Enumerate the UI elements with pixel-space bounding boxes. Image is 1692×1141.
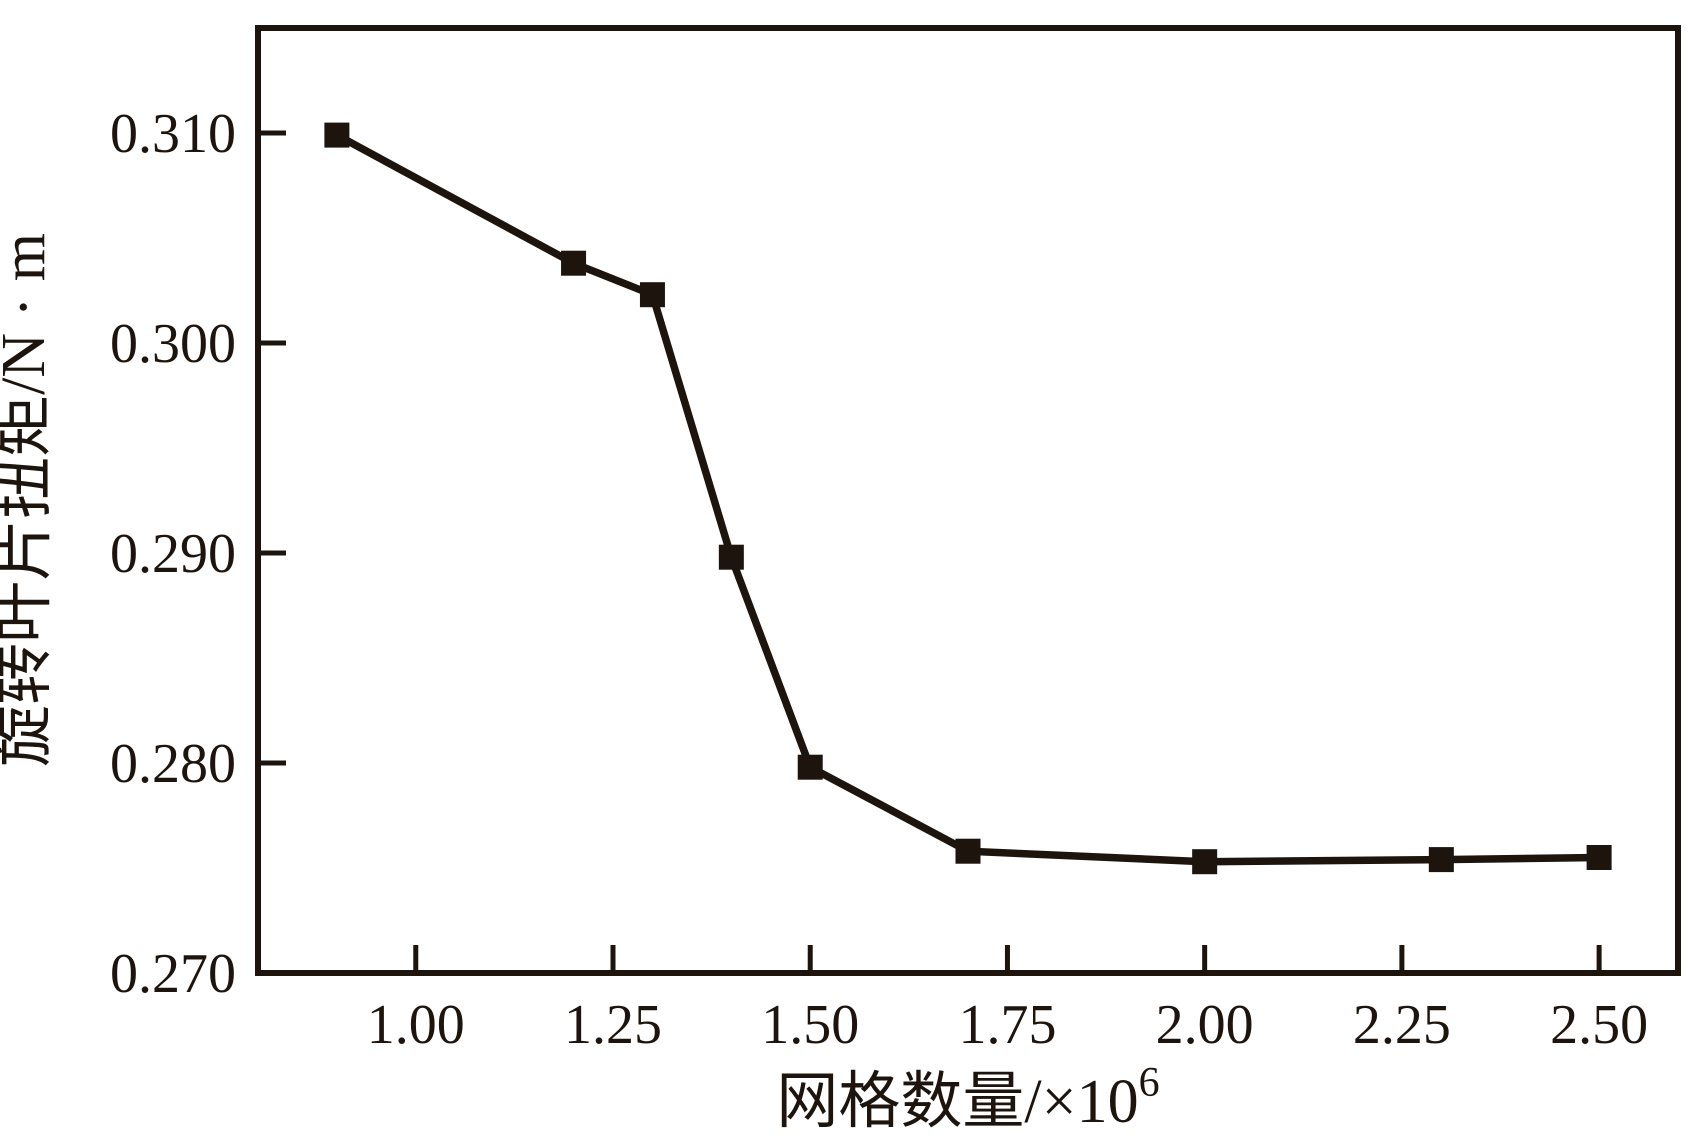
- x-tick-label: 1.75: [958, 994, 1056, 1056]
- data-point-marker: [639, 282, 665, 308]
- x-axis-title-superscript: 6: [1139, 1060, 1160, 1106]
- x-tick-label: 1.00: [367, 994, 465, 1056]
- plot-frame: [255, 25, 1681, 976]
- data-point-marker: [1192, 849, 1218, 875]
- data-point-marker: [1586, 845, 1612, 870]
- data-line: [335, 131, 1600, 866]
- y-tick-label: 0.270: [110, 943, 236, 1005]
- data-point-marker: [324, 122, 350, 148]
- data-point-marker: [955, 838, 981, 864]
- y-tick-label: 0.300: [110, 313, 236, 375]
- x-tick-label: 2.25: [1353, 994, 1451, 1056]
- y-tick-label: 0.280: [110, 733, 236, 795]
- y-tick-label: 0.290: [110, 523, 236, 585]
- data-point-marker: [1428, 847, 1454, 873]
- x-tick-label: 2.00: [1156, 994, 1254, 1056]
- data-point-marker: [561, 250, 587, 276]
- y-axis-title: 旋转叶片扭矩/N · m: [0, 233, 58, 767]
- x-axis-title-text: 网格数量/×10: [776, 1068, 1138, 1136]
- y-axis-title-text: 旋转叶片扭矩/N · m: [0, 233, 58, 767]
- y-tick-label: 0.310: [110, 103, 236, 165]
- x-axis-title: 网格数量/×106: [776, 1060, 1159, 1136]
- x-tick-label: 1.25: [564, 994, 662, 1056]
- x-tick-label: 1.50: [761, 994, 859, 1056]
- x-tick-label: 2.50: [1550, 994, 1648, 1056]
- data-point-marker: [718, 544, 744, 570]
- data-point-marker: [797, 754, 823, 780]
- plot-layer: 1.00 1.25 1.50 1.75 2.00 2.25 2.50 0.270 0.280 0.…: [110, 25, 1681, 1056]
